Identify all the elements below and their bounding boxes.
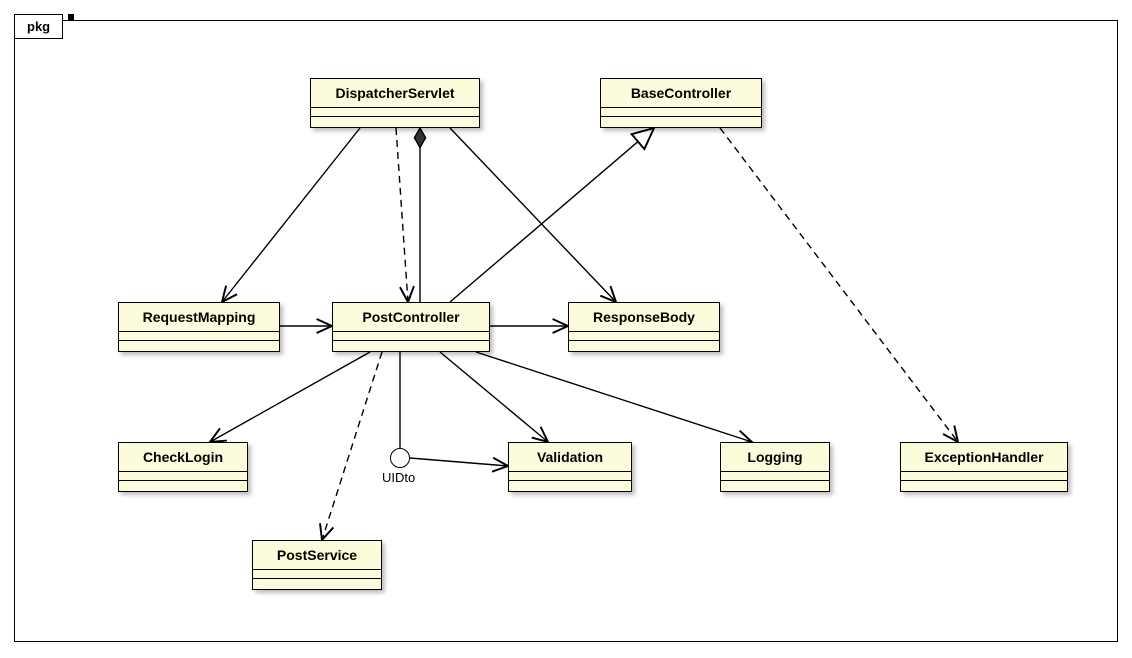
class-checklogin: CheckLogin — [118, 442, 248, 492]
class-postservice: PostService — [252, 540, 382, 590]
class-title: RequestMapping — [119, 303, 279, 332]
uidto-interface-icon — [390, 448, 410, 468]
class-exceptionhandler: ExceptionHandler — [900, 442, 1068, 492]
class-title: BaseController — [601, 79, 761, 108]
class-title: PostService — [253, 541, 381, 570]
class-title: CheckLogin — [119, 443, 247, 472]
class-title: PostController — [333, 303, 489, 332]
class-title: ResponseBody — [569, 303, 719, 332]
class-title: Logging — [721, 443, 829, 472]
uidto-label: UIDto — [382, 470, 415, 485]
package-label: pkg — [27, 19, 50, 34]
class-basecontroller: BaseController — [600, 78, 762, 128]
class-logging: Logging — [720, 442, 830, 492]
class-responsebody: ResponseBody — [568, 302, 720, 352]
class-postcontroller: PostController — [332, 302, 490, 352]
class-title: ExceptionHandler — [901, 443, 1067, 472]
class-dispatcherservlet: DispatcherServlet — [310, 78, 480, 128]
class-title: Validation — [509, 443, 631, 472]
class-requestmapping: RequestMapping — [118, 302, 280, 352]
class-title: DispatcherServlet — [311, 79, 479, 108]
package-tab: pkg — [14, 14, 63, 39]
diagram-canvas: pkg DispatcherServlet BaseController Reque… — [0, 0, 1132, 658]
class-validation: Validation — [508, 442, 632, 492]
